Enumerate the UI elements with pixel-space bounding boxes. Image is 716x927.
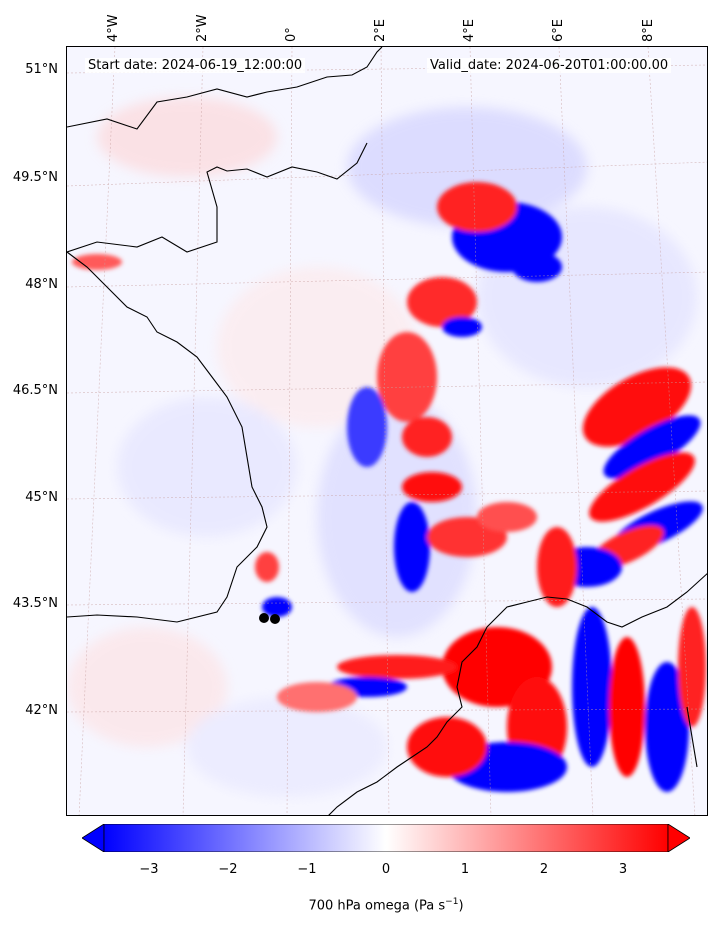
lon-label-2e: 2°E: [373, 19, 388, 42]
colorbar-tick: −3: [139, 862, 159, 877]
colorbar-tick: 0: [381, 862, 391, 877]
map-panel: [66, 46, 708, 816]
colorbar: [82, 824, 690, 852]
lon-label-0: 0°: [284, 27, 299, 42]
colorbar-tick: 1: [460, 862, 470, 877]
lon-label-2w: 2°W: [195, 14, 210, 42]
lon-label-4w: 4°W: [106, 14, 121, 42]
station-marker: [270, 614, 280, 624]
lat-label-45: 45°N: [25, 490, 58, 505]
omega-field: [67, 47, 707, 815]
colorbar-tick: −2: [218, 862, 238, 877]
colorbar-label-exponent: −1: [445, 897, 459, 907]
coastline: [67, 47, 707, 815]
colorbar-label-main: 700 hPa omega (Pa s: [308, 898, 446, 914]
colorbar-label-end: ): [458, 898, 464, 914]
lon-label-4e: 4°E: [462, 19, 477, 42]
colorbar-tick: −1: [297, 862, 317, 877]
colorbar-label: 700 hPa omega (Pa s−1): [0, 897, 716, 913]
station-marker: [259, 613, 269, 623]
colorbar-tick: 3: [618, 862, 628, 877]
start-date-label: Start date: 2024-06-19_12:00:00: [85, 58, 306, 73]
lat-label-42: 42°N: [25, 703, 58, 718]
lat-label-43-5: 43.5°N: [12, 596, 58, 611]
valid-date-label: Valid_date: 2024-06-20T01:00:00.00: [427, 58, 672, 73]
lon-label-6e: 6°E: [551, 19, 566, 42]
lat-label-51: 51°N: [25, 62, 58, 77]
lat-label-48: 48°N: [25, 277, 58, 292]
lat-label-46-5: 46.5°N: [12, 383, 58, 398]
lon-label-8e: 8°E: [641, 19, 656, 42]
lat-label-49-5: 49.5°N: [12, 170, 58, 185]
colorbar-tick: 2: [539, 862, 549, 877]
